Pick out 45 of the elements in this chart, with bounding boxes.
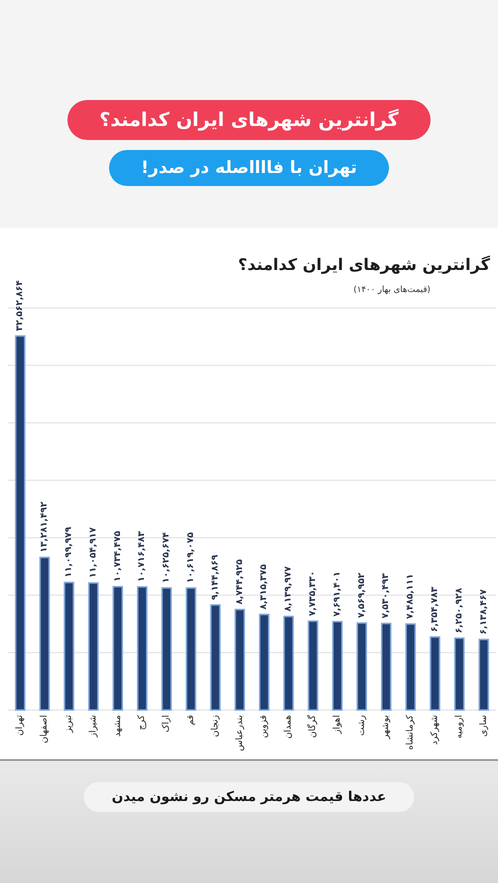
x-tick-label: تبریز (64, 714, 74, 734)
data-label: ۱۱,۰۹۹,۹۷۹ (64, 526, 74, 578)
annotation: تهران با فااااصله در صدر! (109, 150, 389, 186)
data-label: ۸,۳۱۵,۳۷۵ (259, 564, 270, 610)
x-tick-label: قم (186, 715, 196, 726)
data-label: ۷,۴۸۵,۱۱۱ (406, 574, 416, 620)
chart-title: گرانترین شهرهای ایران کدامند؟ (238, 255, 491, 274)
data-label: ۷,۷۳۵,۳۳۰ (308, 570, 318, 616)
data-label: ۱۰,۷۱۶,۴۸۳ (137, 530, 148, 582)
x-tick-label: شهرکرد (430, 715, 440, 745)
x-tick-label: تهران (15, 714, 26, 736)
x-tick-label: همدان (284, 714, 294, 739)
x-tick-label: گرگان (306, 714, 318, 738)
data-label: ۷,۵۶۹,۹۵۲ (356, 572, 367, 618)
data-label: ۸,۷۴۴,۹۲۵ (234, 558, 245, 605)
chart-subtitle: (قیمت‌های بهار ۱۴۰۰) (354, 285, 430, 295)
annotation: عددها قیمت هرمتر مسکن رو نشون میدن (84, 782, 414, 812)
data-label: ۶,۲۵۰,۹۲۸ (454, 587, 464, 634)
x-tick-label: کرمانشاه (406, 714, 416, 750)
data-label: ۷,۶۹۱,۴۰۱ (332, 571, 342, 617)
x-tick-label: زنجان (210, 715, 220, 738)
x-tick-label: اهواز (332, 715, 342, 735)
data-label: ۹,۱۴۴,۸۶۹ (210, 554, 220, 600)
x-tick-label: شیراز (88, 715, 98, 738)
x-tick-label: رشت (356, 715, 367, 736)
data-label: ۳۲,۵۶۲,۸۶۴ (15, 280, 26, 331)
data-label: ۱۱,۰۵۴,۹۱۷ (88, 526, 98, 578)
data-label: ۱۳,۲۸۱,۴۹۲ (40, 501, 50, 552)
x-tick-label: بوشهر (381, 715, 392, 740)
x-tick-label: قزوین (259, 715, 270, 738)
x-tick-label: اصفهان (40, 715, 50, 744)
data-label: ۱۰,۶۲۵,۶۷۴ (162, 532, 172, 583)
x-tick-label: ساری (478, 715, 489, 737)
x-tick-label: بندرعباس (234, 715, 245, 752)
data-label: ۱۰,۷۳۴,۴۷۵ (112, 530, 123, 582)
x-tick-label: مشهد (112, 714, 123, 737)
annotation: گرانترین شهرهای ایران کدامند؟ (67, 100, 431, 140)
data-label: ۶,۱۳۸,۴۶۷ (478, 588, 489, 634)
data-label: ۸,۱۳۹,۹۷۷ (284, 566, 294, 612)
data-label: ۱۰,۶۱۹,۰۷۵ (186, 532, 196, 584)
x-tick-label: کرج (137, 714, 148, 730)
x-tick-label: ارومیه (454, 715, 464, 739)
data-label: ۶,۳۵۴,۷۸۳ (430, 586, 440, 632)
data-label: ۷,۵۳۰,۴۹۳ (381, 572, 392, 619)
x-tick-label: اراک (162, 715, 172, 732)
